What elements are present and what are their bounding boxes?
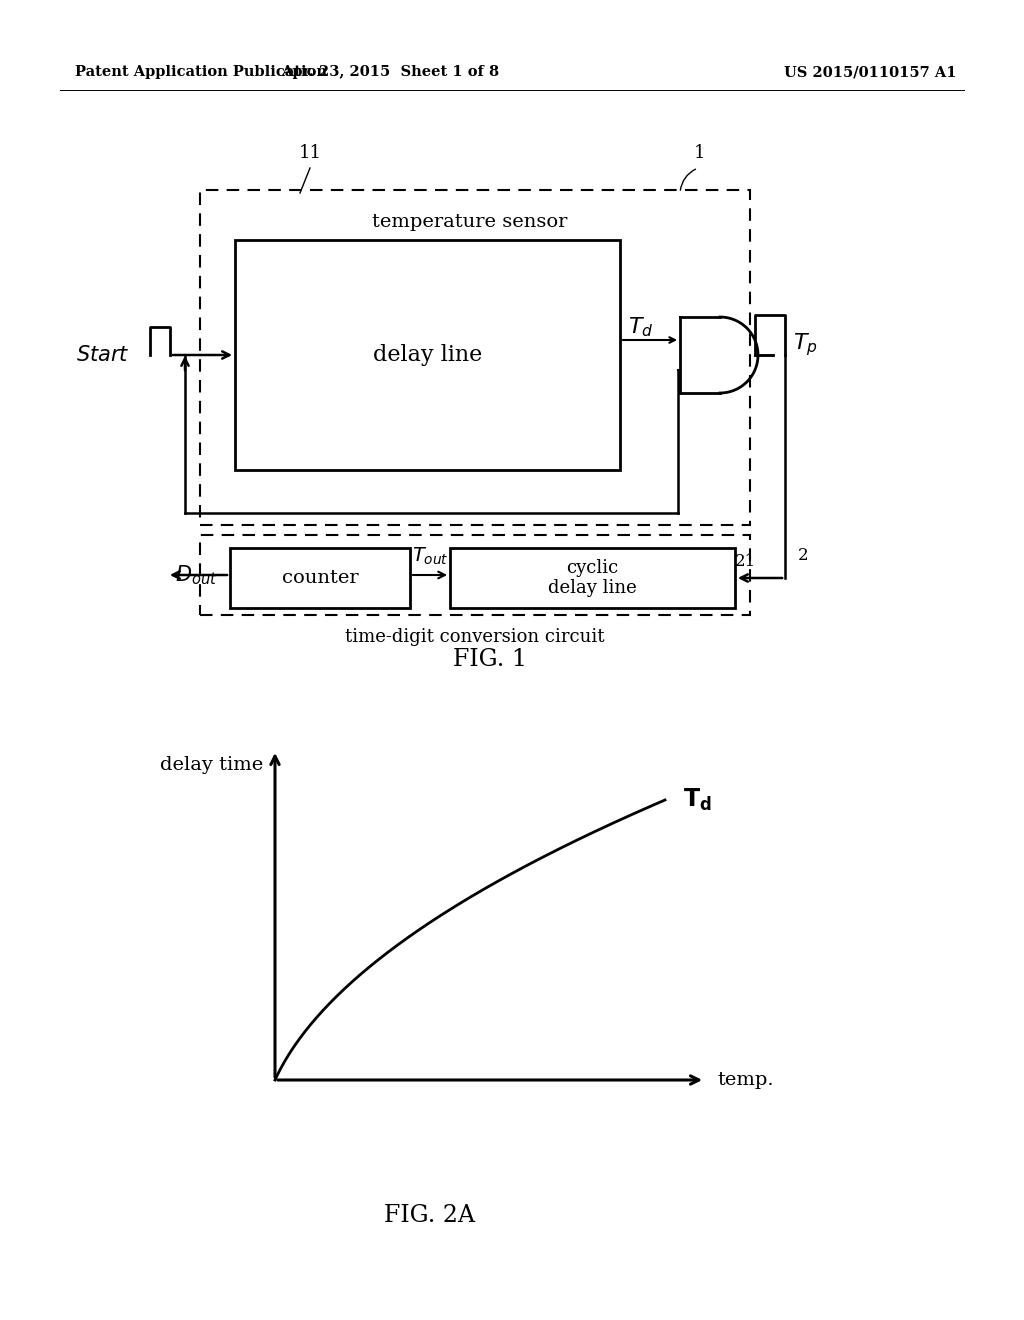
Bar: [200, 190, 750, 525]
Text: $\mathit{T}_d$: $\mathit{T}_d$: [628, 315, 653, 339]
Text: $\mathit{Start}$: $\mathit{Start}$: [77, 345, 130, 366]
Bar: [450, 548, 735, 609]
Bar: [200, 535, 750, 615]
Text: Apr. 23, 2015  Sheet 1 of 8: Apr. 23, 2015 Sheet 1 of 8: [281, 65, 499, 79]
Text: delay time: delay time: [160, 756, 263, 774]
Text: $\mathit{T}_p$: $\mathit{T}_p$: [793, 331, 818, 359]
Text: $\mathbf{T_d}$: $\mathbf{T_d}$: [683, 787, 712, 813]
Text: FIG. 2A: FIG. 2A: [384, 1204, 475, 1226]
Text: US 2015/0110157 A1: US 2015/0110157 A1: [783, 65, 956, 79]
Text: temperature sensor: temperature sensor: [373, 213, 567, 231]
Text: FIG. 1: FIG. 1: [453, 648, 527, 672]
Text: 1: 1: [694, 144, 706, 162]
Bar: [230, 548, 410, 609]
Text: 2: 2: [798, 546, 809, 564]
Text: Patent Application Publication: Patent Application Publication: [75, 65, 327, 79]
Text: $\mathit{D}_{out}$: $\mathit{D}_{out}$: [174, 564, 217, 587]
Text: temp.: temp.: [717, 1071, 773, 1089]
Text: 11: 11: [299, 144, 322, 162]
Text: delay line: delay line: [373, 345, 482, 366]
Bar: [234, 240, 620, 470]
Text: 21: 21: [735, 553, 757, 570]
Text: counter: counter: [282, 569, 358, 587]
Text: cyclic
delay line: cyclic delay line: [548, 558, 637, 598]
Text: time-digit conversion circuit: time-digit conversion circuit: [345, 628, 605, 645]
Text: $\mathit{T}_{out}$: $\mathit{T}_{out}$: [412, 545, 449, 568]
